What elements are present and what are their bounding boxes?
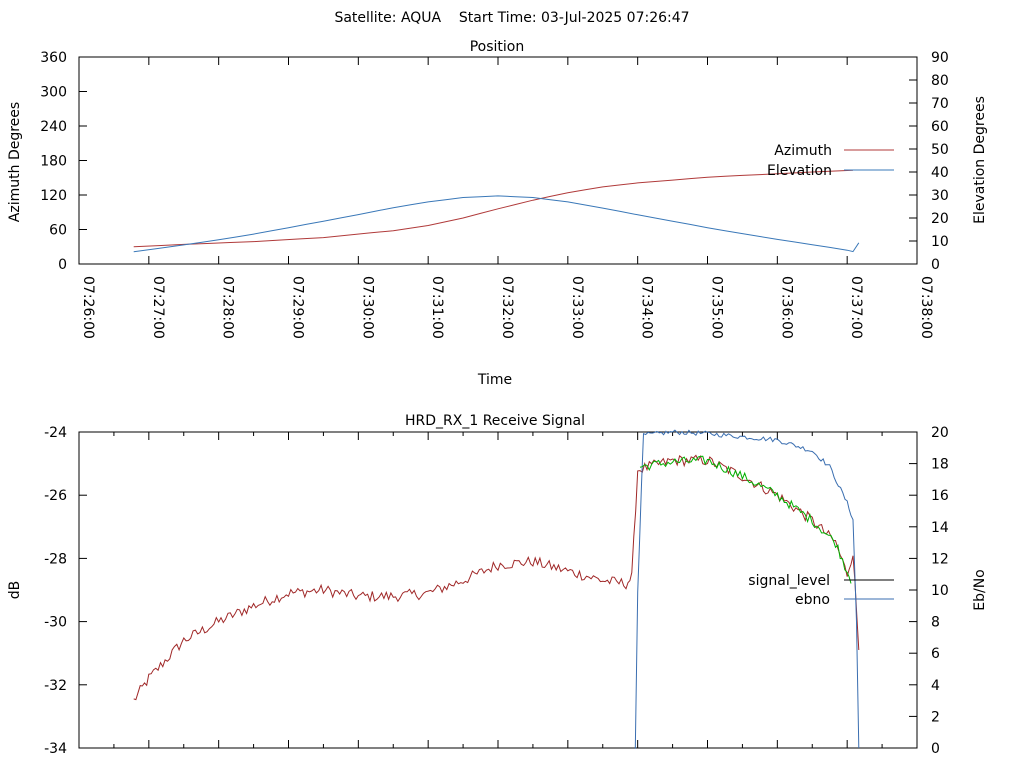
Elevation-series-line	[133, 195, 860, 253]
y-tick-label: -34	[44, 741, 67, 757]
y-tick-label: -24	[44, 425, 67, 441]
x-tick-label: 07:29:00	[290, 276, 306, 339]
position-y2-axis-label: Elevation Degrees	[972, 96, 988, 224]
y2-tick-label: 10	[931, 583, 949, 599]
x-tick-label: 07:26:00	[80, 276, 96, 339]
y2-tick-label: 40	[931, 165, 949, 181]
x-tick-label: 07:38:00	[918, 276, 934, 339]
y-tick-label: -30	[44, 615, 67, 631]
position-plot-frame	[78, 56, 918, 265]
legend-label-Elevation: Elevation	[767, 163, 832, 179]
Azimuth-series-line	[133, 169, 854, 248]
signal-y2-axis-label: Eb/No	[972, 569, 988, 611]
y-tick-label: 120	[40, 188, 67, 204]
y2-tick-label: 4	[931, 678, 940, 694]
x-tick-label: 07:36:00	[778, 276, 794, 339]
ebno-series-line	[634, 429, 860, 749]
signal-level-aos-line	[639, 455, 852, 584]
y2-tick-label: 6	[931, 646, 940, 662]
y2-tick-label: 16	[931, 488, 949, 504]
signal-plot-frame	[78, 431, 918, 749]
y-tick-label: 360	[40, 50, 67, 66]
x-tick-label: 07:27:00	[150, 276, 166, 339]
y2-tick-label: 14	[931, 520, 949, 536]
signal_level-series-line	[133, 454, 860, 701]
y2-tick-label: 90	[931, 50, 949, 66]
signal-chart: HRD_RX_1 Receive Signal -34-32-30-28-26-…	[7, 413, 988, 757]
position-chart: Position 0 60 120 180 240 300 360 0 10 20 30 40 50 60…	[7, 39, 988, 388]
y2-tick-label: 0	[931, 741, 940, 757]
x-tick-label: 07:33:00	[569, 276, 585, 339]
position-x-axis-label: Time	[477, 372, 512, 388]
y2-tick-label: 2	[931, 709, 940, 725]
legend-label-ebno: ebno	[795, 592, 830, 608]
header-title: Satellite: AQUA Start Time: 03-Jul-2025 …	[334, 10, 689, 26]
y-tick-label: 60	[49, 223, 67, 239]
x-tick-label: 07:37:00	[848, 276, 864, 339]
y-tick-label: 0	[58, 257, 67, 273]
x-tick-label: 07:34:00	[639, 276, 655, 339]
y2-tick-label: 60	[931, 119, 949, 135]
y-tick-label: -32	[44, 678, 67, 694]
y2-tick-label: 18	[931, 457, 949, 473]
signal-chart-title: HRD_RX_1 Receive Signal	[405, 413, 585, 429]
y-tick-label: -26	[44, 488, 67, 504]
y-tick-label: 180	[40, 154, 67, 170]
x-tick-label: 07:31:00	[429, 276, 445, 339]
y-tick-label: 240	[40, 119, 67, 135]
signal-axes: -34 -32 -30 -28 -26 -24 0 2 4 6 8 10 12 14 16 18 20	[44, 425, 949, 757]
y-tick-label: -28	[44, 551, 67, 567]
y-tick-label: 300	[40, 85, 67, 101]
y2-tick-label: 8	[931, 615, 940, 631]
y2-tick-label: 30	[931, 188, 949, 204]
legend-label-Azimuth: Azimuth	[774, 143, 832, 159]
y2-tick-label: 20	[931, 211, 949, 227]
signal-y-axis-label: dB	[7, 581, 23, 600]
position-legend: Azimuth Elevation	[767, 143, 894, 179]
y2-tick-label: 10	[931, 234, 949, 250]
signal-series	[133, 429, 860, 749]
y2-tick-label: 20	[931, 425, 949, 441]
legend-label-signal_level: signal_level	[748, 573, 830, 589]
y2-tick-label: 0	[931, 257, 940, 273]
y2-tick-label: 12	[931, 551, 949, 567]
position-axes: 0 60 120 180 240 300 360 0 10 20 30 40 50 60 70 80 90 07:…	[40, 50, 949, 339]
position-y-axis-label: Azimuth Degrees	[7, 102, 23, 222]
y2-tick-label: 50	[931, 142, 949, 158]
x-tick-label: 07:35:00	[709, 276, 725, 339]
position-chart-title: Position	[470, 39, 525, 55]
x-tick-label: 07:32:00	[499, 276, 515, 339]
position-series	[133, 169, 860, 253]
x-tick-label: 07:30:00	[359, 276, 375, 339]
x-tick-label: 07:28:00	[220, 276, 236, 339]
y2-tick-label: 70	[931, 96, 949, 112]
y2-tick-label: 80	[931, 73, 949, 89]
